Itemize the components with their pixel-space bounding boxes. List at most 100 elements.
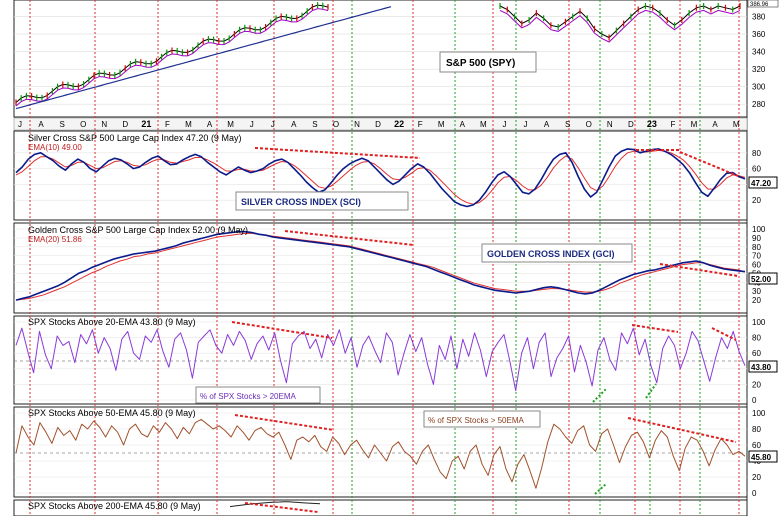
tick-label: 60: [752, 261, 761, 270]
ema20-value-tag: [748, 360, 778, 373]
data-series: [15, 2, 746, 508]
month-label: J: [524, 120, 528, 129]
month-label: N: [607, 120, 613, 129]
ema200-line: [229, 501, 321, 508]
x-axis-month-labels: J A S O N D 21 F M A M J J A S O N D 22 F M A M J J A S O N D 23 F M A M: [18, 119, 740, 129]
ema20-line: [15, 327, 746, 392]
tick-label: 80: [752, 243, 761, 252]
tick-label: 100: [752, 318, 766, 327]
spy-tick-label: 300: [752, 83, 766, 92]
ema20-value-tag-text: 43.80: [751, 363, 772, 372]
month-label: N: [101, 120, 107, 129]
spy-tick-label: 280: [752, 100, 766, 109]
month-label: M: [438, 120, 445, 129]
sci-label-box: [235, 191, 409, 211]
ema50-value-tag: [748, 450, 778, 463]
tick-label: 90: [752, 234, 761, 243]
ema50-line: [15, 418, 746, 489]
gci-value-tag-text: 52.00: [751, 275, 772, 284]
sci-value-tag-text: 47.20: [751, 179, 772, 188]
gci-value-tag: [748, 272, 778, 285]
tick-label: 30: [752, 287, 761, 296]
tick-label: 20: [752, 473, 761, 482]
trend-annotation-green: [594, 483, 607, 495]
spy-ma-mid-right: [499, 9, 741, 43]
month-label: A: [544, 120, 550, 129]
trend-annotation-green: [592, 387, 608, 403]
month-label: M: [227, 120, 234, 129]
month-label: J: [250, 120, 254, 129]
month-label: 21: [141, 119, 151, 129]
panel-frame-0: [13, 0, 748, 118]
panel-frame-3: [13, 315, 748, 405]
spy-label-box: [439, 51, 537, 73]
gci-line: [15, 230, 746, 301]
tick-label: 20: [752, 296, 761, 305]
trend-annotation-green: [645, 383, 657, 399]
month-label: A: [38, 120, 44, 129]
tick-label: 0: [752, 396, 757, 405]
gridlines: [14, 16, 747, 494]
tick-label: 60: [752, 349, 761, 358]
spy-tick-label: 340: [752, 48, 766, 57]
gci-ema-line: [15, 232, 746, 301]
trend-annotation-red: [231, 321, 333, 339]
month-label: M: [733, 120, 740, 129]
trend-annotation-red: [284, 230, 415, 246]
month-label: D: [122, 120, 128, 129]
trend-annotation-red: [234, 414, 335, 431]
month-label: J: [502, 120, 506, 129]
month-label: S: [312, 120, 317, 129]
trend-annotation-red: [254, 147, 421, 159]
month-label: S: [565, 120, 570, 129]
spy-tick-label: 360: [752, 30, 766, 39]
month-label: O: [586, 120, 592, 129]
month-label: J: [18, 120, 22, 129]
month-label: F: [418, 120, 423, 129]
month-label: O: [333, 120, 339, 129]
month-label: F: [671, 120, 676, 129]
sci-title: Silver Cross S&P 500 Large Cap Index 47.…: [28, 133, 241, 143]
sci-legend-ema: EMA(10) 49.00: [28, 143, 82, 152]
month-label: M: [480, 120, 487, 129]
trend-annotations: [231, 147, 739, 513]
ema50-value-tag-text: 45.80: [751, 453, 772, 462]
sci-ema-line: [15, 149, 746, 205]
right-axis-ticks: 3803603403203002808060402010090807060504…: [752, 13, 766, 498]
sci-label: SILVER CROSS INDEX (SCI): [241, 197, 361, 207]
month-label: A: [460, 120, 466, 129]
sci-value-tag: [748, 176, 778, 189]
month-label: D: [375, 120, 381, 129]
tick-label: 0: [752, 489, 757, 498]
spy-tick-label: 320: [752, 65, 766, 74]
tick-label: 60: [752, 165, 761, 174]
ema20-title: SPX Stocks Above 20-EMA 43.80 (9 May): [28, 317, 196, 327]
month-label: A: [207, 120, 213, 129]
panel-frame-2: [13, 222, 748, 314]
ema200-title: SPX Stocks Above 200-EMA 45.80 (9 May): [28, 501, 201, 511]
month-label: A: [712, 120, 718, 129]
spy-tick-label: 380: [752, 13, 766, 22]
spy-ma-mid: [15, 8, 329, 107]
month-label: A: [291, 120, 297, 129]
ema50-label-box: [423, 410, 541, 428]
spy-ma-long: [15, 6, 392, 110]
sci-line: [15, 148, 746, 208]
spy-label: S&P 500 (SPY): [446, 58, 515, 69]
trend-annotation-red: [627, 417, 737, 443]
tick-label: 20: [752, 196, 761, 205]
gci-title: Golden Cross S&P 500 Large Cap Index 52.…: [28, 225, 248, 235]
month-label: 22: [394, 119, 404, 129]
ema50-label: % of SPX Stocks > 50EMA: [428, 416, 524, 425]
month-label: J: [271, 120, 275, 129]
spy-price-line-right: [499, 5, 741, 39]
tick-label: 100: [752, 409, 766, 418]
trend-annotation-red: [679, 151, 739, 177]
month-label: M: [185, 120, 192, 129]
ema20-label-box: [195, 386, 321, 404]
tick-label: 80: [752, 149, 761, 158]
month-label: S: [59, 120, 64, 129]
tick-label: 60: [752, 441, 761, 450]
month-label: 23: [647, 119, 657, 129]
